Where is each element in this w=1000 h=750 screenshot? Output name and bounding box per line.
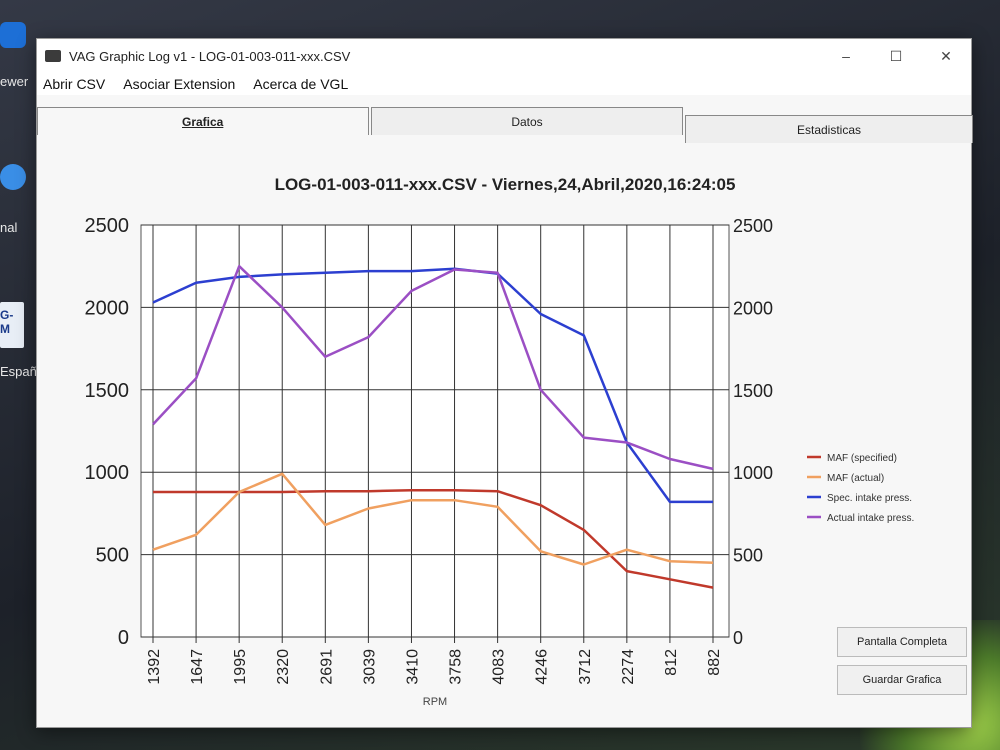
chart-title: LOG-01-003-011-xxx.CSV - Viernes,24,Abri… — [274, 175, 736, 194]
line-chart: 0 500 1000 1500 2000 2500 0 500 1000 1500 2000 2500… — [85, 215, 915, 708]
plot-area — [140, 224, 730, 638]
y-right-tick-label: 1000 — [733, 463, 773, 483]
legend-entry: Actual intake press. — [827, 513, 914, 524]
x-tick-label: 882 — [706, 649, 723, 676]
y-right-tick-label: 0 — [733, 628, 743, 648]
x-axis-label: RPM — [423, 696, 447, 708]
x-tick-label: 1647 — [189, 649, 206, 685]
app-shortcut-icon[interactable] — [0, 164, 26, 190]
x-tick-label: 2274 — [620, 649, 637, 685]
x-tick-label: 3039 — [361, 649, 378, 685]
series-line-1 — [152, 472, 714, 566]
x-tick-label: 1392 — [146, 649, 163, 685]
minimize-button[interactable]: – — [842, 48, 850, 64]
y-left-tick-label: 2500 — [85, 215, 130, 237]
y-right-tick-label: 2500 — [733, 216, 773, 236]
y-left-tick-label: 2000 — [85, 297, 130, 319]
window-title: VAG Graphic Log v1 - LOG-01-003-011-xxx.… — [69, 48, 351, 64]
tab-estadisticas[interactable]: Estadisticas — [685, 115, 973, 143]
title-bar[interactable]: VAG Graphic Log v1 - LOG-01-003-011-xxx.… — [37, 39, 971, 73]
y-right-tick-label: 1500 — [733, 381, 773, 401]
legend-entry: Spec. intake press. — [827, 493, 912, 504]
chart-panel: LOG-01-003-011-xxx.CSV - Viernes,24,Abri… — [37, 147, 973, 729]
close-button[interactable]: ✕ — [940, 47, 952, 64]
window-controls: – ☐ ✕ — [821, 39, 971, 73]
menu-open-csv[interactable]: Abrir CSV — [43, 76, 106, 92]
menu-associate-extension[interactable]: Asociar Extension — [123, 76, 236, 92]
desktop-item-label: G- M — [0, 308, 14, 336]
x-tick-label: 812 — [663, 649, 680, 676]
series-line-0 — [153, 489, 714, 589]
fullscreen-button[interactable]: Pantalla Completa — [837, 627, 967, 657]
y-right-tick-label: 2000 — [733, 298, 773, 318]
x-tick-label: 3758 — [448, 649, 465, 685]
tab-grafica[interactable]: Grafica — [37, 107, 369, 135]
x-tick-label: 4083 — [491, 649, 508, 685]
desktop-item-label: ewer — [0, 74, 29, 89]
x-tick-label: 2691 — [318, 649, 335, 685]
legend-entry: MAF (actual) — [827, 473, 884, 484]
menu-about[interactable]: Acerca de VGL — [253, 76, 349, 92]
y-right-tick-label: 500 — [733, 546, 763, 566]
gm-shortcut-icon[interactable] — [0, 302, 24, 348]
app-window: VAG Graphic Log v1 - LOG-01-003-011-xxx.… — [36, 38, 973, 729]
app-icon — [45, 50, 61, 62]
save-chart-button[interactable]: Guardar Grafica — [837, 665, 967, 695]
menu-bar: Abrir CSV Asociar Extension Acerca de VG… — [37, 73, 971, 95]
x-tick-label: 4246 — [534, 649, 551, 685]
tab-strip: Grafica Datos Estadisticas — [37, 107, 973, 143]
series-line-2 — [152, 267, 713, 504]
y-left-tick-label: 1000 — [85, 462, 130, 484]
teamviewer-icon[interactable] — [0, 22, 26, 48]
y-left-tick-label: 1500 — [85, 380, 130, 402]
series-line-3 — [152, 264, 714, 471]
legend-entry: MAF (specified) — [827, 453, 897, 464]
tab-datos[interactable]: Datos — [371, 107, 683, 135]
maximize-button[interactable]: ☐ — [889, 47, 903, 64]
y-left-tick-label: 500 — [96, 545, 129, 567]
y-left-tick-label: 0 — [118, 627, 129, 649]
desktop-item-label: nal — [0, 220, 18, 235]
desktop-item-label: Españ — [0, 364, 37, 379]
x-tick-label: 3410 — [404, 649, 421, 685]
x-tick-label: 2320 — [275, 649, 292, 685]
x-tick-label: 1995 — [232, 649, 249, 685]
x-tick-label: 3712 — [577, 649, 594, 685]
